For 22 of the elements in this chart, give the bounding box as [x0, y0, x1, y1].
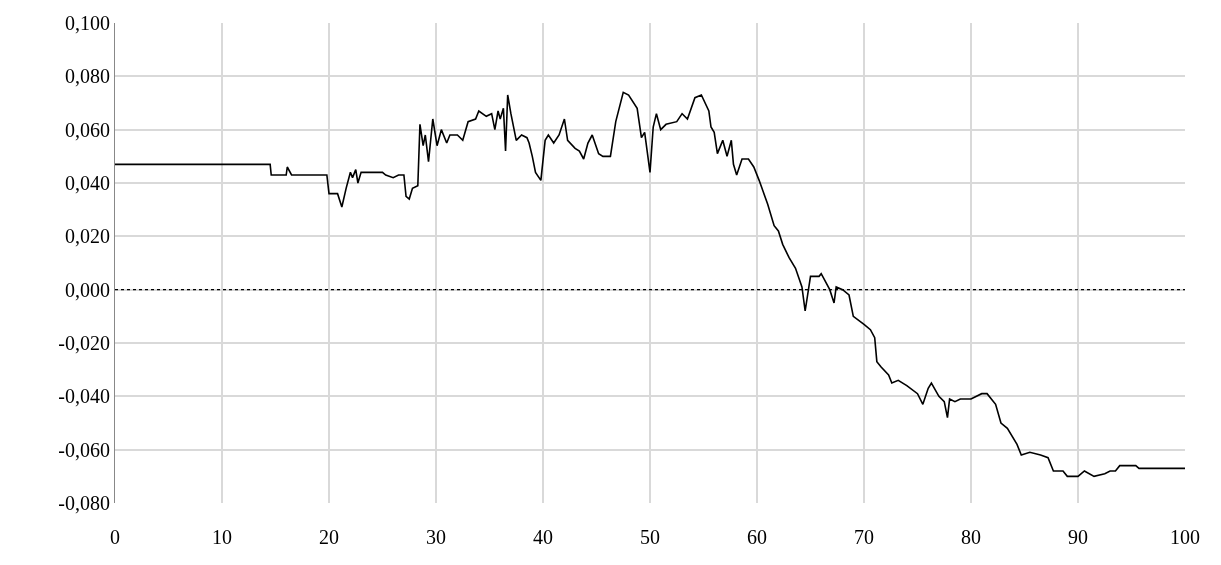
y-tick-label: 0,000	[65, 278, 110, 301]
x-tick-label: 80	[961, 526, 981, 548]
x-tick-label: 0	[110, 526, 120, 548]
x-tick-label: 50	[640, 526, 660, 548]
x-tick-label: 90	[1068, 526, 1088, 548]
x-tick-label: 70	[854, 526, 874, 548]
x-tick-label: 30	[426, 526, 446, 548]
line-series	[115, 91, 1185, 478]
y-tick-label: 0,060	[65, 118, 110, 141]
x-tick-label: 60	[747, 526, 767, 548]
y-tick-label: -0,060	[58, 438, 110, 461]
x-tick-label: 40	[533, 526, 553, 548]
y-tick-label: 0,020	[65, 225, 110, 248]
y-tick-label: 0,100	[65, 12, 110, 34]
y-tick-label: -0,080	[58, 492, 110, 514]
x-tick-label: 100	[1170, 526, 1200, 548]
x-tick-label: 10	[212, 526, 232, 548]
y-tick-label: -0,020	[58, 332, 110, 354]
y-tick-label: 0,080	[65, 65, 110, 88]
x-tick-label: 20	[319, 526, 339, 548]
y-tick-label: 0,040	[65, 172, 110, 194]
y-tick-label: -0,040	[58, 385, 110, 408]
